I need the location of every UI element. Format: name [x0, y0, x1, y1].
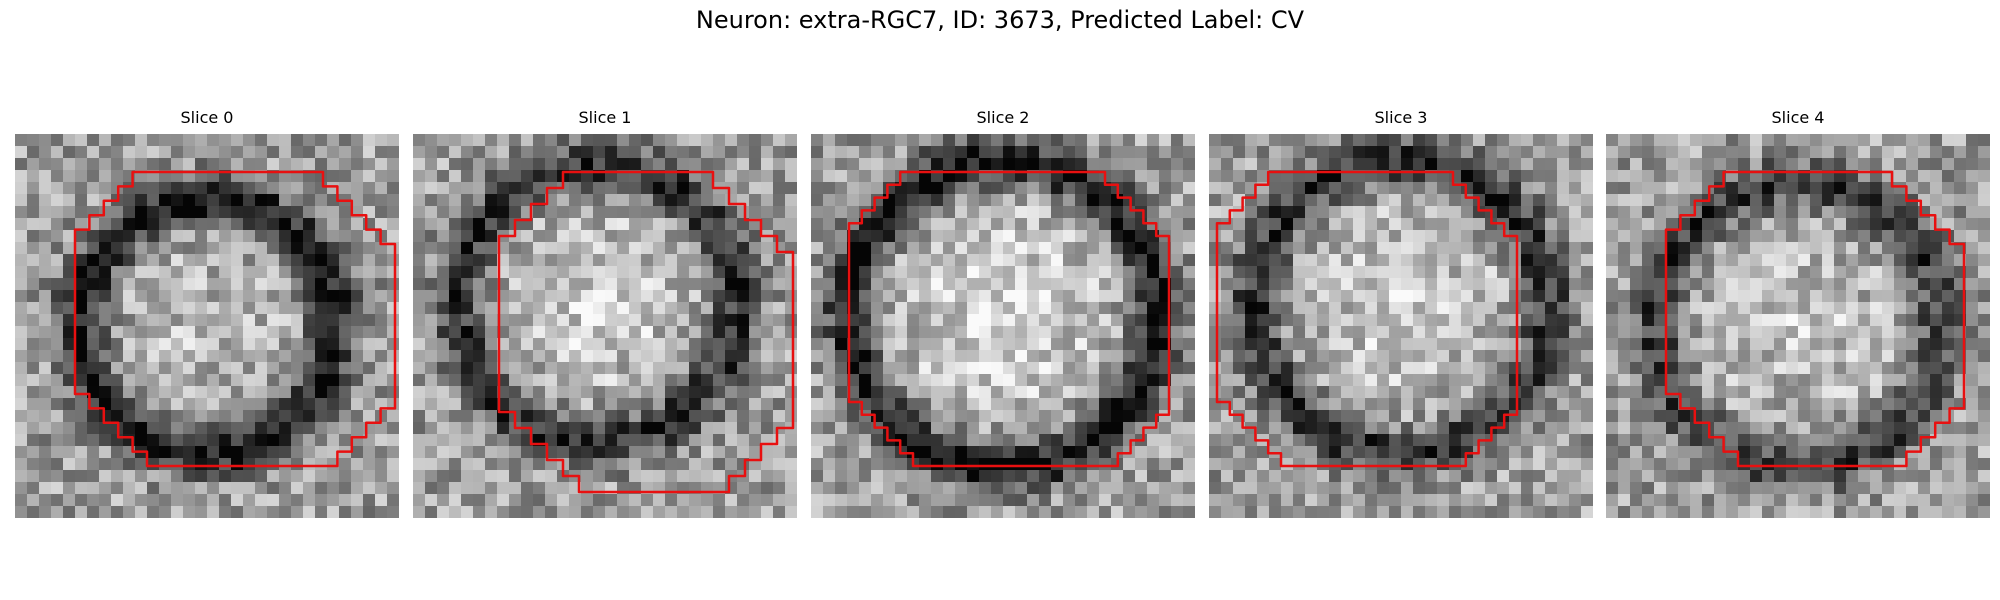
slice-title: Slice 0	[180, 108, 234, 127]
slice-title: Slice 1	[578, 108, 632, 127]
figure-title: Neuron: extra-RGC7, ID: 3673, Predicted …	[695, 6, 1305, 34]
slice-title: Slice 2	[976, 108, 1030, 127]
slice-image	[1606, 134, 1990, 518]
segmentation-contour	[847, 170, 1171, 468]
slice-image	[413, 134, 797, 518]
slice-title: Slice 4	[1771, 108, 1825, 127]
segmentation-contour	[497, 170, 795, 494]
slice-image	[15, 134, 399, 518]
slice-title: Slice 3	[1374, 108, 1428, 127]
segmentation-contour	[1664, 170, 1966, 468]
segmentation-contour	[73, 170, 397, 468]
segmentation-contour	[1215, 170, 1519, 468]
slice-image	[1209, 134, 1593, 518]
slice-image	[811, 134, 1195, 518]
